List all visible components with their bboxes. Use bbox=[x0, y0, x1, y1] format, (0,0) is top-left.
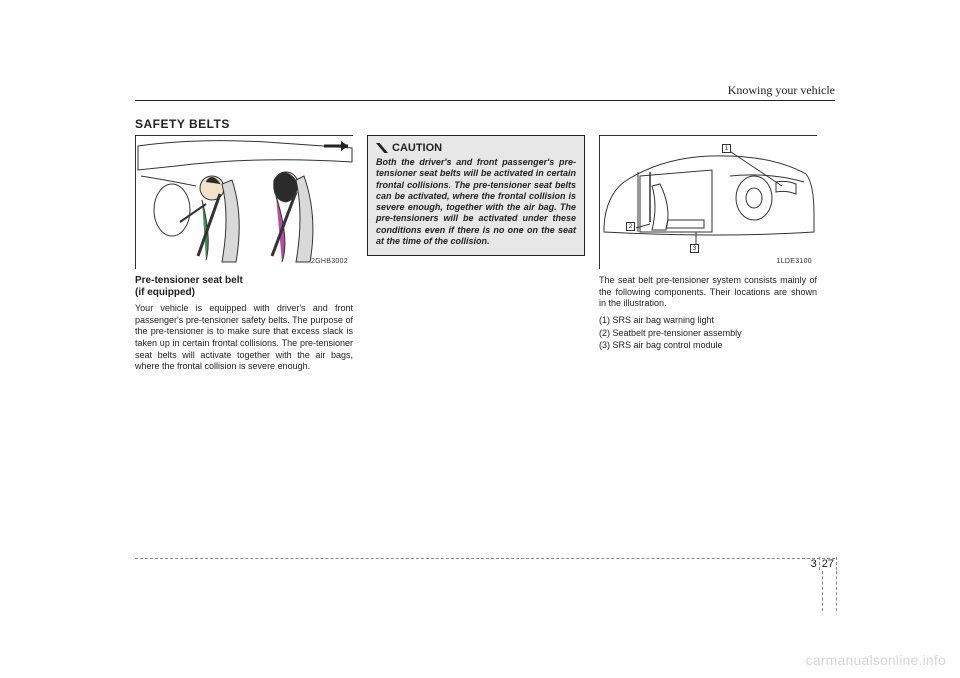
figure-code: 2GHB3002 bbox=[311, 258, 348, 265]
figure-components: 1 2 3 1LDE3100 bbox=[599, 135, 817, 269]
component-item-2: (2) Seatbelt pre-tensioner assembly bbox=[599, 327, 817, 340]
caution-body: Both the driver's and front passenger's … bbox=[376, 157, 576, 247]
caution-icon bbox=[376, 143, 388, 153]
pretensioner-body: Your vehicle is equipped with driver's a… bbox=[135, 303, 353, 373]
page-footer: 3 27 bbox=[135, 558, 835, 559]
footer-ticks bbox=[807, 571, 837, 611]
figure-code-2: 1LDE3100 bbox=[777, 258, 812, 265]
section-number: 3 bbox=[811, 557, 820, 570]
caution-box: CAUTION Both the driver's and front pass… bbox=[367, 135, 585, 256]
callout-2: 2 bbox=[626, 222, 635, 231]
pretensioner-subtitle: Pre-tensioner seat belt (if equipped) bbox=[135, 275, 353, 299]
components-intro: The seat belt pre-tensioner system consi… bbox=[599, 275, 817, 310]
watermark: carmanualsonline.info bbox=[806, 652, 946, 668]
component-item-3: (3) SRS air bag control module bbox=[599, 339, 817, 352]
caution-label: CAUTION bbox=[392, 142, 442, 154]
callout-3: 3 bbox=[690, 244, 699, 253]
component-item-1: (1) SRS air bag warning light bbox=[599, 314, 817, 327]
section-title: SAFETY BELTS bbox=[135, 117, 835, 131]
page-number-box: 3 27 bbox=[811, 557, 837, 570]
chapter-title: Knowing your vehicle bbox=[728, 83, 835, 98]
column-2: CAUTION Both the driver's and front pass… bbox=[367, 135, 585, 373]
chapter-rule: Knowing your vehicle bbox=[135, 100, 835, 101]
callout-1: 1 bbox=[722, 144, 731, 153]
column-1: 2GHB3002 Pre-tensioner seat belt (if equ… bbox=[135, 135, 353, 373]
illustration-occupants bbox=[136, 136, 354, 270]
column-3: 1 2 3 1LDE3100 The seat belt pre-tension… bbox=[599, 135, 817, 373]
page-number: 27 bbox=[820, 557, 837, 570]
content-columns: 2GHB3002 Pre-tensioner seat belt (if equ… bbox=[135, 135, 835, 373]
illustration-car-cutaway bbox=[600, 136, 818, 270]
caution-heading: CAUTION bbox=[376, 142, 576, 154]
figure-pretensioner: 2GHB3002 bbox=[135, 135, 353, 269]
manual-page: Knowing your vehicle SAFETY BELTS bbox=[135, 100, 835, 560]
